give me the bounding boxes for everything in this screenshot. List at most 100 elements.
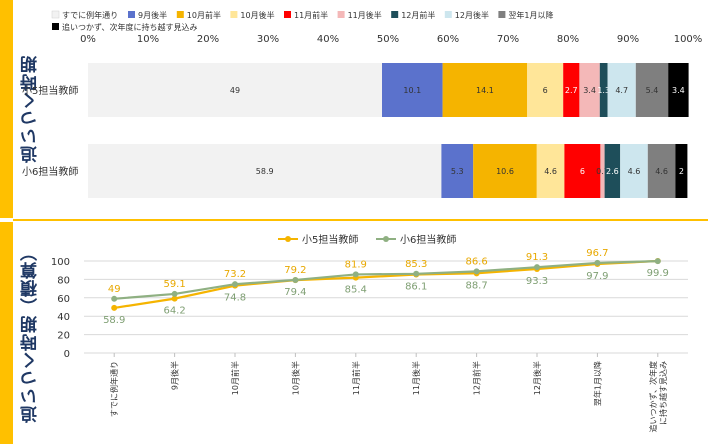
x-category-label-2: 10月前半 — [230, 361, 240, 395]
series-value-label-1-4: 85.4 — [345, 285, 367, 296]
line-legend-label-0: 小5担当教師 — [302, 233, 358, 246]
legend-swatch-0 — [51, 10, 60, 19]
series-point-1-7 — [534, 264, 540, 271]
bar-segment-1-7 — [620, 144, 648, 198]
bar-segment-1-1 — [441, 144, 474, 198]
x-category-label-4: 11月前半 — [351, 361, 361, 395]
x-tick-label-1: 10% — [137, 34, 159, 45]
legend-swatch-5 — [337, 11, 345, 18]
series-point-1-3 — [292, 276, 299, 283]
legend-label-2: 10月前半 — [187, 10, 221, 20]
x-category-label-0: すでに例年通り — [109, 361, 119, 417]
legend-swatch-3 — [230, 11, 238, 18]
series-value-label-0-3: 79.2 — [284, 265, 306, 276]
series-value-label-0-8: 96.7 — [586, 248, 608, 259]
bar-value-label-1-4: 6 — [580, 167, 585, 176]
bar-value-label-0-6: 1.3 — [597, 86, 610, 95]
y-tick-label-4: 80 — [57, 275, 70, 286]
series-value-label-0-2: 73.2 — [224, 269, 246, 280]
row-label-0: 小5担当教師 — [22, 84, 78, 97]
x-category-label-8: 翌年1月以降 — [592, 361, 602, 406]
legend-label-1: 9月後半 — [138, 10, 167, 20]
series-point-1-0 — [111, 295, 118, 302]
legend-swatch-1 — [128, 11, 135, 18]
bar-segment-1-6 — [604, 144, 621, 198]
x-tick-label-3: 30% — [257, 34, 279, 45]
y-tick-label-1: 20 — [57, 331, 70, 342]
bar-segment-1-0 — [88, 144, 442, 198]
line-legend-label-1: 小6担当教師 — [400, 233, 456, 246]
series-point-1-4 — [352, 271, 359, 278]
section-divider — [13, 219, 708, 221]
legend-label-0: すでに例年通り — [62, 10, 118, 20]
legend-label-3: 10月後半 — [240, 10, 274, 20]
legend-label-4: 11月前半 — [294, 10, 328, 20]
y-tick-label-5: 100 — [51, 257, 70, 268]
top-accent-bar — [0, 0, 13, 218]
x-tick-label-7: 70% — [497, 34, 519, 45]
x-category-label-7: 12月後半 — [532, 361, 542, 395]
line-legend-marker-0 — [285, 236, 291, 242]
series-point-1-2 — [232, 281, 238, 288]
bar-value-label-1-5: 0.7 — [596, 167, 609, 176]
x-tick-label-0: 0% — [80, 34, 96, 45]
series-value-label-1-9: 99.9 — [647, 268, 669, 279]
x-category-label-9: 追いつかず、次年度に持ち越す見込み — [648, 361, 668, 432]
legend-label-5: 11月後半 — [348, 10, 382, 20]
series-value-label-1-7: 93.3 — [526, 276, 548, 287]
series-value-label-0-4: 81.9 — [345, 259, 367, 270]
bar-value-label-1-7: 4.6 — [628, 167, 641, 176]
bar-value-label-0-4: 2.7 — [565, 86, 578, 95]
bar-value-label-0-8: 5.4 — [646, 86, 659, 95]
legend-swatch-8 — [498, 11, 506, 18]
bar-value-label-0-9: 3.4 — [672, 86, 685, 95]
bar-segment-1-2 — [473, 144, 537, 198]
series-value-label-0-1: 59.1 — [163, 279, 185, 290]
legend-label-6: 12月前半 — [401, 10, 435, 20]
series-value-label-1-1: 64.2 — [163, 306, 185, 317]
bar-value-label-0-1: 10.1 — [403, 86, 421, 95]
legend-swatch-2 — [176, 11, 184, 18]
x-category-label-1: 9月後半 — [170, 361, 180, 390]
x-tick-label-8: 80% — [557, 34, 579, 45]
bar-segment-0-4 — [563, 63, 580, 117]
line-legend-marker-1 — [383, 236, 389, 242]
bar-value-label-1-0: 58.9 — [256, 167, 274, 176]
bar-value-label-0-0: 49 — [230, 86, 240, 95]
series-point-1-5 — [413, 270, 420, 277]
series-point-1-9 — [654, 258, 661, 265]
x-category-label-6: 12月前半 — [472, 361, 482, 395]
series-line-0 — [114, 259, 658, 310]
bar-segment-0-6 — [599, 63, 608, 117]
series-value-label-0-0: 49 — [108, 284, 121, 295]
bar-value-label-0-3: 6 — [543, 86, 548, 95]
bar-value-label-1-3: 4.6 — [544, 167, 557, 176]
bar-value-label-1-2: 10.6 — [496, 167, 514, 176]
series-point-1-6 — [473, 268, 480, 275]
x-category-label-3: 10月後半 — [290, 361, 300, 395]
bar-segment-0-0 — [88, 63, 382, 117]
bar-segment-0-9 — [668, 63, 689, 117]
bar-segment-0-7 — [607, 63, 636, 117]
series-line-1 — [114, 259, 658, 300]
bar-value-label-0-5: 3.4 — [583, 86, 596, 95]
legend-label-8: 翌年1月以降 — [508, 10, 553, 20]
x-tick-label-10: 100% — [674, 34, 703, 45]
x-tick-label-4: 40% — [317, 34, 339, 45]
bar-segment-0-3 — [527, 63, 564, 117]
series-point-0-0 — [111, 304, 118, 311]
x-tick-label-9: 90% — [617, 34, 639, 45]
series-value-label-1-5: 86.1 — [405, 282, 427, 293]
x-category-label-5: 11月後半 — [411, 361, 421, 395]
series-value-label-1-0: 58.9 — [103, 315, 125, 326]
bottom-accent-bar — [0, 222, 13, 444]
bar-value-label-1-1: 5.3 — [451, 167, 464, 176]
x-tick-label-2: 20% — [197, 34, 219, 45]
legend-swatch-7 — [444, 11, 452, 18]
bar-value-label-0-2: 14.1 — [476, 86, 494, 95]
bar-value-label-1-6: 2.6 — [606, 167, 619, 176]
legend-swatch-9 — [52, 23, 59, 30]
bar-value-label-0-7: 4.7 — [615, 86, 628, 95]
x-tick-label-6: 60% — [437, 34, 459, 45]
